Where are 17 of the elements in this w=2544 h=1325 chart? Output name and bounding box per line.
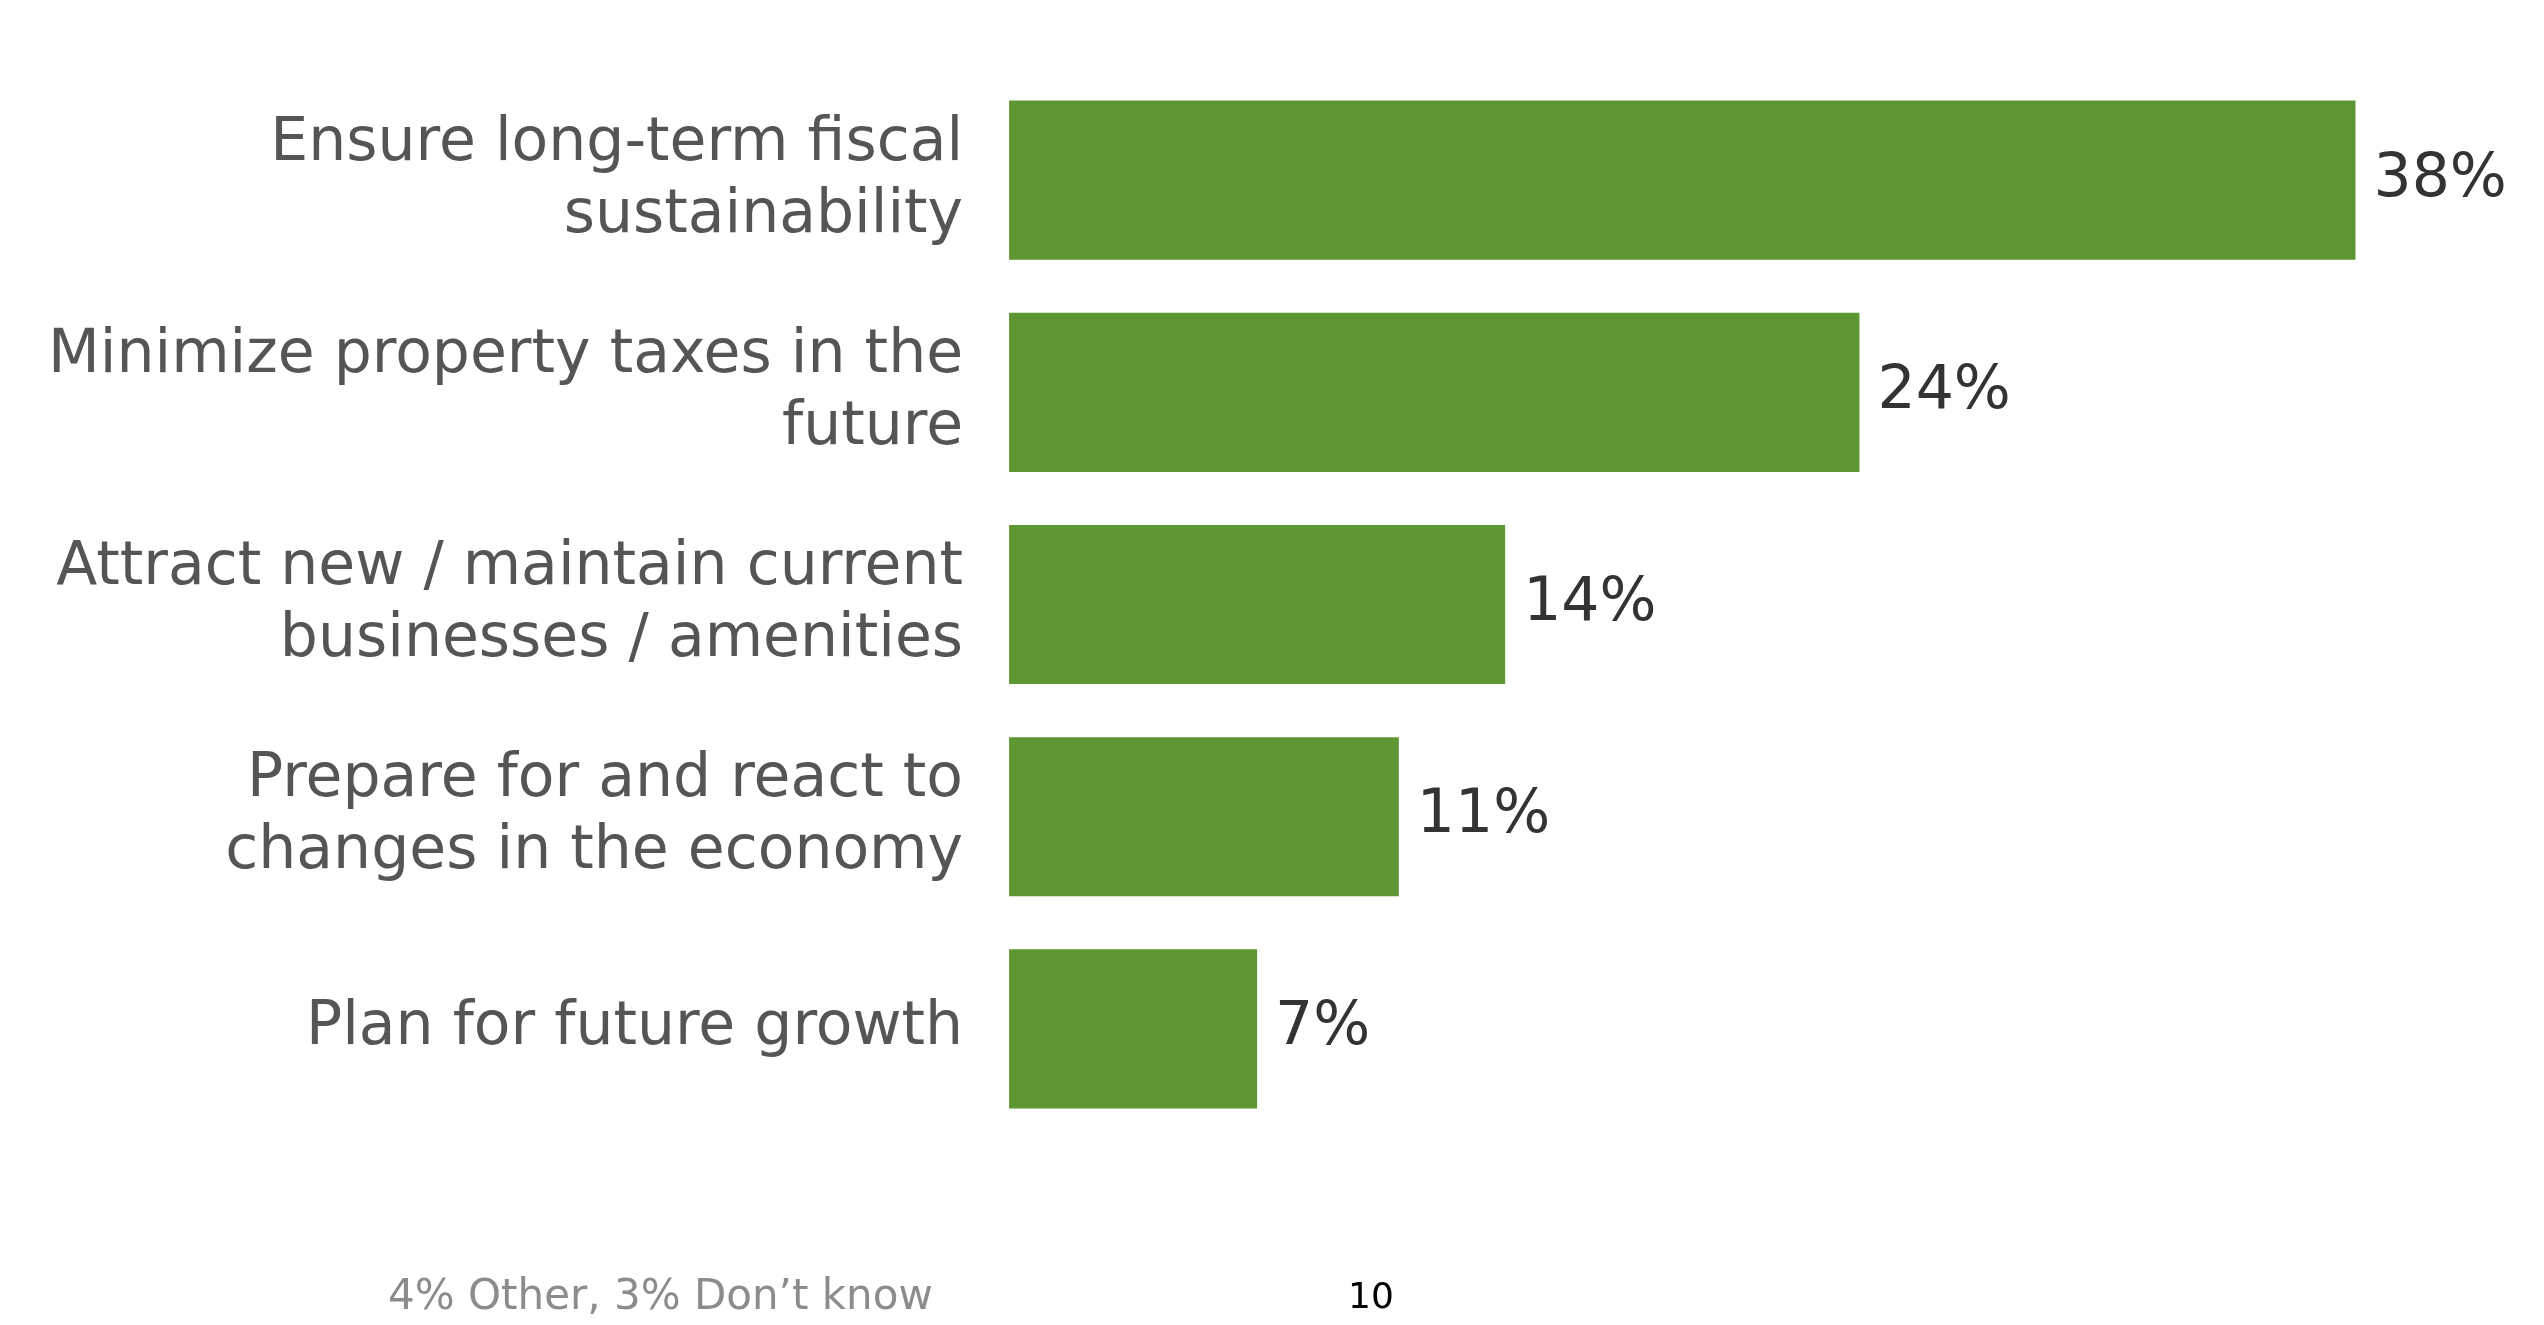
bar (1009, 949, 1258, 1109)
data-label: 24% (1877, 351, 2011, 422)
y-tick-label: Ensure long-term fiscal sustainability (270, 103, 964, 246)
y-tick-label: Attract new / maintain current businesses / amenities (56, 528, 964, 671)
bar (1009, 737, 1399, 897)
data-label: 14% (1523, 564, 1657, 635)
text: 10 (1348, 1275, 1394, 1316)
data-label: 38% (2373, 139, 2507, 210)
data-label: 7% (1275, 988, 1371, 1059)
bar (1009, 524, 1506, 685)
y-tick-label: Plan for future growth (305, 988, 964, 1059)
bar (1009, 100, 2356, 260)
bar (1009, 312, 1860, 472)
y-tick-label: Prepare for and react to changes in the economy (225, 740, 964, 883)
y-tick-label: Minimize property taxes in the future (47, 315, 964, 458)
text: 4% Other, 3% Don’t know (388, 1270, 933, 1319)
data-label: 11% (1416, 776, 1551, 847)
